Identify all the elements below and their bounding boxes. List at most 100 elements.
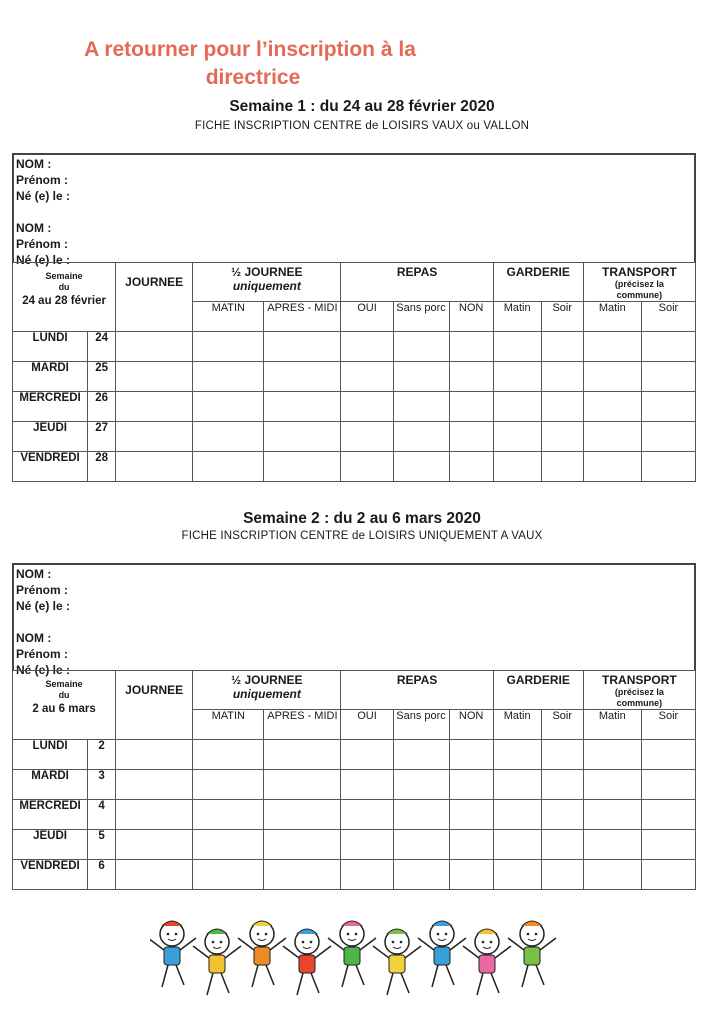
checkbox-cell[interactable] [540,421,584,452]
checkbox-cell[interactable] [340,769,394,800]
checkbox-cell[interactable] [263,391,342,422]
checkbox-cell[interactable] [340,859,394,890]
checkbox-cell[interactable] [582,799,642,830]
checkbox-cell[interactable] [340,331,394,362]
info-field-label[interactable]: Prénom : [16,237,69,251]
checkbox-cell[interactable] [448,859,494,890]
checkbox-cell[interactable] [492,799,542,830]
checkbox-cell[interactable] [192,421,265,452]
checkbox-cell[interactable] [192,331,265,362]
checkbox-cell[interactable] [492,829,542,860]
checkbox-cell[interactable] [392,829,450,860]
info-field-label[interactable]: Prénom : [16,583,69,597]
checkbox-cell[interactable] [192,829,265,860]
checkbox-cell[interactable] [115,391,194,422]
checkbox-cell[interactable] [340,391,394,422]
checkbox-cell[interactable] [540,361,584,392]
checkbox-cell[interactable] [448,799,494,830]
checkbox-cell[interactable] [540,769,584,800]
checkbox-cell[interactable] [582,769,642,800]
checkbox-cell[interactable] [640,799,697,830]
checkbox-cell[interactable] [492,859,542,890]
checkbox-cell[interactable] [115,331,194,362]
checkbox-cell[interactable] [640,769,697,800]
checkbox-cell[interactable] [340,421,394,452]
checkbox-cell[interactable] [582,451,642,482]
checkbox-cell[interactable] [392,331,450,362]
checkbox-cell[interactable] [392,739,450,770]
checkbox-cell[interactable] [640,739,697,770]
info-field-label[interactable]: Prénom : [16,647,69,661]
checkbox-cell[interactable] [582,739,642,770]
info-field-label[interactable]: NOM : [16,631,52,645]
checkbox-cell[interactable] [448,331,494,362]
checkbox-cell[interactable] [492,769,542,800]
checkbox-cell[interactable] [192,451,265,482]
checkbox-cell[interactable] [340,451,394,482]
checkbox-cell[interactable] [115,421,194,452]
checkbox-cell[interactable] [263,829,342,860]
checkbox-cell[interactable] [448,829,494,860]
checkbox-cell[interactable] [192,769,265,800]
checkbox-cell[interactable] [340,361,394,392]
checkbox-cell[interactable] [115,829,194,860]
checkbox-cell[interactable] [192,361,265,392]
checkbox-cell[interactable] [392,421,450,452]
checkbox-cell[interactable] [392,769,450,800]
checkbox-cell[interactable] [192,391,265,422]
checkbox-cell[interactable] [392,859,450,890]
checkbox-cell[interactable] [448,361,494,392]
checkbox-cell[interactable] [582,331,642,362]
checkbox-cell[interactable] [192,799,265,830]
checkbox-cell[interactable] [115,799,194,830]
checkbox-cell[interactable] [492,451,542,482]
info-field-label[interactable]: Né (e) le : [16,599,71,613]
checkbox-cell[interactable] [492,391,542,422]
checkbox-cell[interactable] [582,859,642,890]
checkbox-cell[interactable] [392,799,450,830]
checkbox-cell[interactable] [640,859,697,890]
checkbox-cell[interactable] [448,739,494,770]
checkbox-cell[interactable] [115,769,194,800]
checkbox-cell[interactable] [640,361,697,392]
checkbox-cell[interactable] [115,739,194,770]
checkbox-cell[interactable] [492,361,542,392]
checkbox-cell[interactable] [392,391,450,422]
checkbox-cell[interactable] [115,451,194,482]
checkbox-cell[interactable] [263,859,342,890]
checkbox-cell[interactable] [340,739,394,770]
checkbox-cell[interactable] [540,739,584,770]
info-field-label[interactable]: NOM : [16,567,52,581]
checkbox-cell[interactable] [540,331,584,362]
checkbox-cell[interactable] [448,391,494,422]
checkbox-cell[interactable] [540,451,584,482]
checkbox-cell[interactable] [192,739,265,770]
checkbox-cell[interactable] [263,451,342,482]
checkbox-cell[interactable] [263,769,342,800]
checkbox-cell[interactable] [263,331,342,362]
checkbox-cell[interactable] [540,391,584,422]
info-field-label[interactable]: NOM : [16,157,52,171]
checkbox-cell[interactable] [115,859,194,890]
checkbox-cell[interactable] [540,829,584,860]
checkbox-cell[interactable] [392,451,450,482]
checkbox-cell[interactable] [640,829,697,860]
checkbox-cell[interactable] [640,451,697,482]
checkbox-cell[interactable] [582,421,642,452]
checkbox-cell[interactable] [263,799,342,830]
checkbox-cell[interactable] [392,361,450,392]
checkbox-cell[interactable] [640,391,697,422]
checkbox-cell[interactable] [448,421,494,452]
checkbox-cell[interactable] [492,331,542,362]
checkbox-cell[interactable] [492,739,542,770]
checkbox-cell[interactable] [582,391,642,422]
info-field-label[interactable]: Né (e) le : [16,189,71,203]
checkbox-cell[interactable] [263,421,342,452]
checkbox-cell[interactable] [640,331,697,362]
checkbox-cell[interactable] [540,799,584,830]
info-field-label[interactable]: Prénom : [16,173,69,187]
checkbox-cell[interactable] [582,361,642,392]
checkbox-cell[interactable] [192,859,265,890]
checkbox-cell[interactable] [340,829,394,860]
checkbox-cell[interactable] [582,829,642,860]
